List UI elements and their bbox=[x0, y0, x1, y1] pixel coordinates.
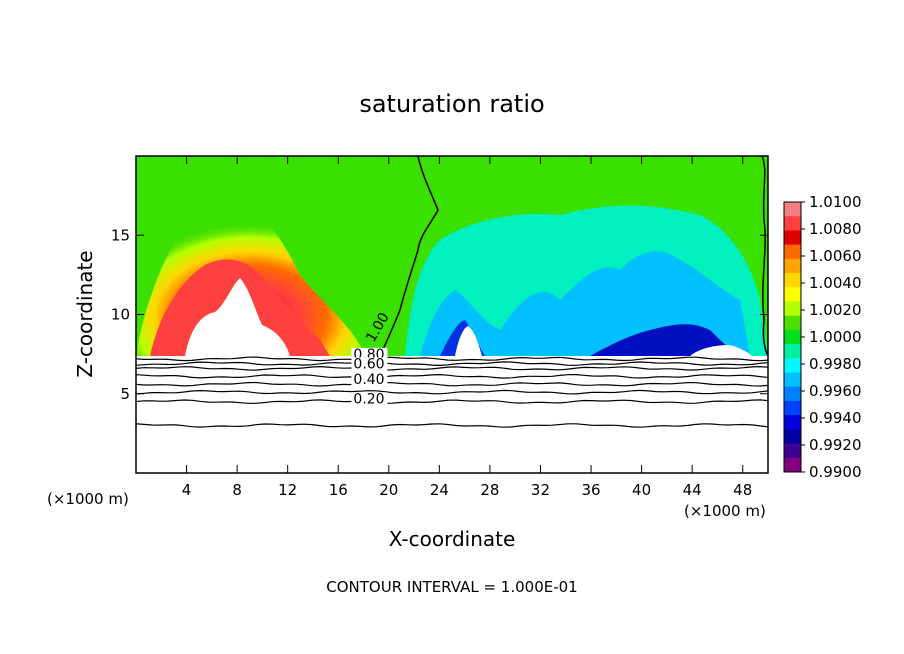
white-blob-far bbox=[690, 345, 752, 356]
colorbar-label: 1.0100 bbox=[809, 193, 862, 211]
colorbar-swatch bbox=[784, 400, 801, 416]
colorbar-label: 0.9980 bbox=[809, 355, 862, 373]
contour-interval-note: CONTOUR INTERVAL = 1.000E-01 bbox=[326, 578, 577, 596]
colorbar-swatch bbox=[784, 202, 801, 217]
contour-label-bg bbox=[351, 373, 388, 388]
x-tick-label: 8 bbox=[232, 481, 242, 499]
x-tick-label: 24 bbox=[430, 481, 449, 499]
x-tick-label: 48 bbox=[733, 481, 752, 499]
y-tick-label: 15 bbox=[111, 226, 130, 244]
y-axis-label: Z-coordinate bbox=[73, 250, 97, 377]
contour-line bbox=[135, 399, 769, 405]
contour-line bbox=[135, 423, 769, 428]
x-tick-label: 32 bbox=[531, 481, 550, 499]
x-tick-label: 12 bbox=[278, 481, 297, 499]
contour-1.00 bbox=[379, 156, 439, 357]
colorbar-swatch bbox=[784, 358, 801, 374]
contour-label-bg bbox=[351, 357, 388, 372]
x-axis-label: X-coordinate bbox=[389, 527, 516, 551]
colorbar-swatch bbox=[784, 287, 801, 302]
heatmap-field bbox=[136, 156, 768, 473]
colorbar-label: 1.0080 bbox=[809, 220, 862, 238]
contour-line bbox=[135, 381, 769, 387]
contour-lines bbox=[135, 356, 769, 428]
x-tick-label: 4 bbox=[182, 481, 192, 499]
colorbar-swatch bbox=[784, 230, 801, 246]
contour-label: 0.60 bbox=[353, 356, 384, 372]
colorbar-swatch bbox=[784, 258, 801, 274]
y-tick-label: 10 bbox=[111, 306, 130, 324]
x-tick-label: 20 bbox=[379, 481, 398, 499]
contour-line bbox=[135, 373, 769, 379]
colorbar-swatch bbox=[784, 344, 801, 359]
colorbar-swatch bbox=[784, 457, 801, 473]
contour-line bbox=[135, 389, 769, 395]
colorbar-label: 1.0020 bbox=[809, 301, 862, 319]
colorbar-label: 1.0000 bbox=[809, 328, 862, 346]
x-tick-label: 36 bbox=[581, 481, 600, 499]
colorbar-label: 0.9960 bbox=[809, 382, 862, 400]
contour-1.00-right bbox=[761, 156, 768, 357]
x-axis-ticks: 4 8 12 16 20 24 28 32 36 40 44 48 bbox=[182, 156, 752, 499]
colorbar-swatch bbox=[784, 273, 801, 288]
colorbar-label: 1.0040 bbox=[809, 274, 862, 292]
colorbar-label: 0.9940 bbox=[809, 409, 862, 427]
x-tick-label: 40 bbox=[632, 481, 651, 499]
colorbar-label: 1.0060 bbox=[809, 247, 862, 265]
colorbar-label: 0.9900 bbox=[809, 463, 862, 481]
warm-inner-white bbox=[185, 278, 290, 356]
colorbar-swatch bbox=[784, 372, 801, 388]
y-axis-ticks: 5 10 15 bbox=[111, 226, 768, 403]
colorbar-swatch bbox=[784, 315, 801, 331]
colorbar-swatch bbox=[784, 301, 801, 317]
colorbar-swatch bbox=[784, 244, 801, 260]
x-tick-label: 44 bbox=[683, 481, 702, 499]
contour-label: 0.20 bbox=[353, 391, 384, 407]
contour-line bbox=[135, 361, 769, 367]
white-blob-right bbox=[455, 326, 482, 356]
contour-line bbox=[135, 365, 769, 371]
lower-area bbox=[136, 356, 768, 473]
colorbar-swatch bbox=[784, 415, 801, 430]
x-unit-left: (×1000 m) bbox=[47, 490, 129, 508]
colorbar-swatch bbox=[784, 386, 801, 402]
x-unit-right: (×1000 m) bbox=[684, 502, 766, 520]
colorbar-label: 0.9920 bbox=[809, 436, 862, 454]
x-tick-label: 16 bbox=[329, 481, 348, 499]
y-tick-label: 5 bbox=[120, 385, 130, 403]
colorbar-swatch bbox=[784, 329, 801, 345]
plot-frame bbox=[135, 155, 769, 474]
contour-line bbox=[135, 356, 769, 362]
colorbar: 1.0100 1.0080 1.0060 1.0040 1.0020 1.0000 0.99… bbox=[783, 193, 862, 481]
x-tick-label: 28 bbox=[480, 481, 499, 499]
contour-label: 0.40 bbox=[353, 372, 384, 388]
contour-label-bg bbox=[351, 392, 388, 407]
colorbar-swatch bbox=[784, 429, 801, 445]
cool-region-4 bbox=[590, 324, 740, 356]
chart-title: saturation ratio bbox=[359, 90, 544, 118]
colorbar-swatch bbox=[784, 216, 801, 231]
colorbar-swatch bbox=[784, 443, 801, 459]
